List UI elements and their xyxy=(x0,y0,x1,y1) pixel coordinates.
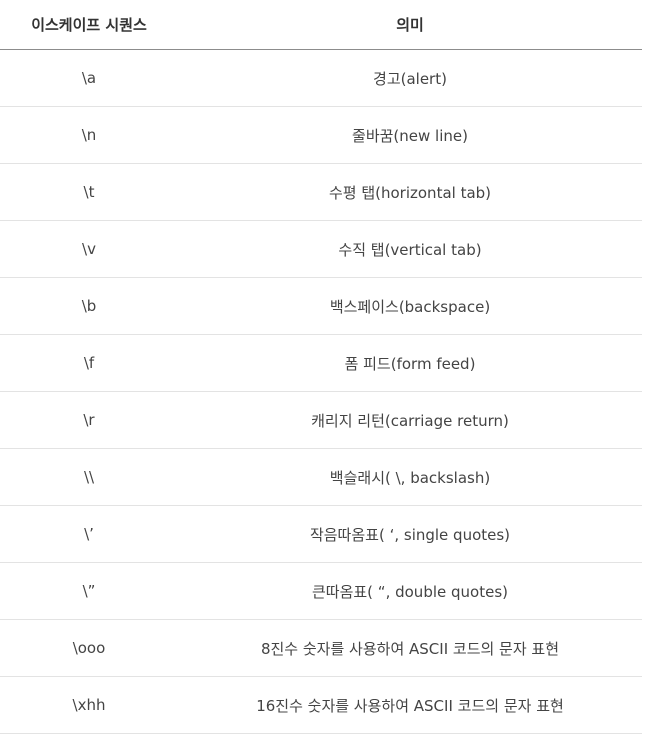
table-header-row: 이스케이프 시퀀스 의미 xyxy=(0,0,642,50)
table-row: \ooo 8진수 숫자를 사용하여 ASCII 코드의 문자 표현 xyxy=(0,619,642,677)
sequence-cell: \” xyxy=(0,562,178,620)
table-row: \a 경고(alert) xyxy=(0,49,642,107)
sequence-cell: \ooo xyxy=(0,619,178,677)
meaning-cell: 백슬래시( \, backslash) xyxy=(178,448,642,506)
table-row: \n 줄바꿈(new line) xyxy=(0,106,642,164)
sequence-cell: \t xyxy=(0,163,178,221)
table-row: \\ 백슬래시( \, backslash) xyxy=(0,448,642,506)
sequence-cell: \r xyxy=(0,391,178,449)
table-row: \b 백스페이스(backspace) xyxy=(0,277,642,335)
meaning-cell: 폼 피드(form feed) xyxy=(178,334,642,392)
sequence-cell: \a xyxy=(0,49,178,107)
meaning-cell: 백스페이스(backspace) xyxy=(178,277,642,335)
sequence-cell: \’ xyxy=(0,505,178,563)
table-row: \t 수평 탭(horizontal tab) xyxy=(0,163,642,221)
table-row: \f 폼 피드(form feed) xyxy=(0,334,642,392)
meaning-cell: 8진수 숫자를 사용하여 ASCII 코드의 문자 표현 xyxy=(178,619,642,677)
header-escape-sequence: 이스케이프 시퀀스 xyxy=(0,0,178,50)
sequence-cell: \\ xyxy=(0,448,178,506)
header-meaning: 의미 xyxy=(178,0,642,50)
meaning-cell: 작음따옴표( ‘, single quotes) xyxy=(178,505,642,563)
table-row: \r 캐리지 리턴(carriage return) xyxy=(0,391,642,449)
sequence-cell: \b xyxy=(0,277,178,335)
sequence-cell: \f xyxy=(0,334,178,392)
meaning-cell: 큰따옴표( “, double quotes) xyxy=(178,562,642,620)
meaning-cell: 수평 탭(horizontal tab) xyxy=(178,163,642,221)
sequence-cell: \n xyxy=(0,106,178,164)
meaning-cell: 16진수 숫자를 사용하여 ASCII 코드의 문자 표현 xyxy=(178,676,642,734)
table-row: \” 큰따옴표( “, double quotes) xyxy=(0,562,642,620)
meaning-cell: 경고(alert) xyxy=(178,49,642,107)
meaning-cell: 캐리지 리턴(carriage return) xyxy=(178,391,642,449)
sequence-cell: \v xyxy=(0,220,178,278)
table-row: \’ 작음따옴표( ‘, single quotes) xyxy=(0,505,642,563)
table-row: \v 수직 탭(vertical tab) xyxy=(0,220,642,278)
meaning-cell: 수직 탭(vertical tab) xyxy=(178,220,642,278)
meaning-cell: 줄바꿈(new line) xyxy=(178,106,642,164)
table-row: \xhh 16진수 숫자를 사용하여 ASCII 코드의 문자 표현 xyxy=(0,676,642,734)
sequence-cell: \xhh xyxy=(0,676,178,734)
